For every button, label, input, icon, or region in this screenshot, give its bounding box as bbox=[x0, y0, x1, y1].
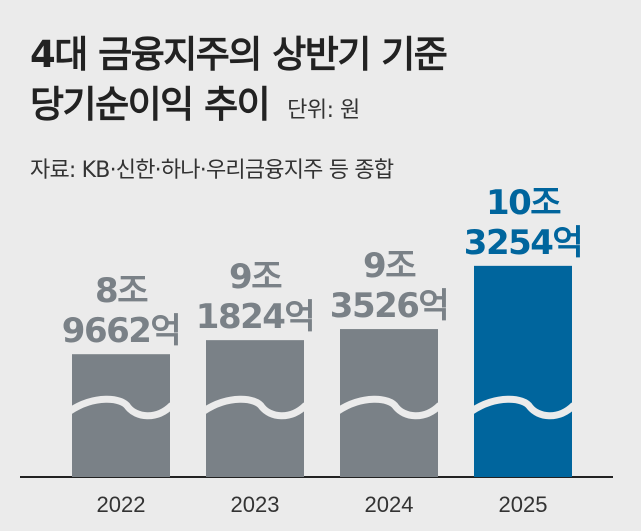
x-tick-label: 2022 bbox=[97, 492, 146, 517]
x-tick-label: 2023 bbox=[231, 492, 280, 517]
axis-break-wave bbox=[336, 395, 443, 420]
unit-label: 단위: 원 bbox=[287, 98, 360, 123]
data-label: 1824억 bbox=[196, 297, 314, 337]
bar-2025 bbox=[474, 265, 572, 477]
data-label: 3526억 bbox=[330, 286, 448, 326]
x-tick-label: 2025 bbox=[499, 492, 548, 517]
source-note: 자료: KB·신한·하나·우리금융지주 등 종합 bbox=[30, 158, 394, 183]
axis-break-wave bbox=[470, 395, 577, 420]
data-label: 9662억 bbox=[62, 311, 180, 351]
data-label: 9조 bbox=[363, 246, 416, 286]
chart-title: 4대 금융지주의 상반기 기준 당기순이익 추이 단위: 원 bbox=[30, 30, 448, 136]
title-line-2: 당기순이익 추이 단위: 원 bbox=[30, 80, 446, 136]
title-line-1: 4대 금융지주의 상반기 기준 bbox=[30, 33, 448, 76]
data-label: 3254억 bbox=[464, 223, 582, 263]
x-tick-label: 2024 bbox=[365, 492, 414, 517]
axis-break-wave bbox=[68, 395, 175, 420]
axis-break-wave bbox=[202, 395, 309, 420]
data-label: 9조 bbox=[229, 257, 282, 297]
bar-2023 bbox=[206, 340, 304, 477]
data-label: 10조 bbox=[486, 183, 561, 223]
title-line-2-text: 당기순이익 추이 bbox=[30, 83, 271, 126]
data-label: 8조 bbox=[95, 271, 148, 311]
